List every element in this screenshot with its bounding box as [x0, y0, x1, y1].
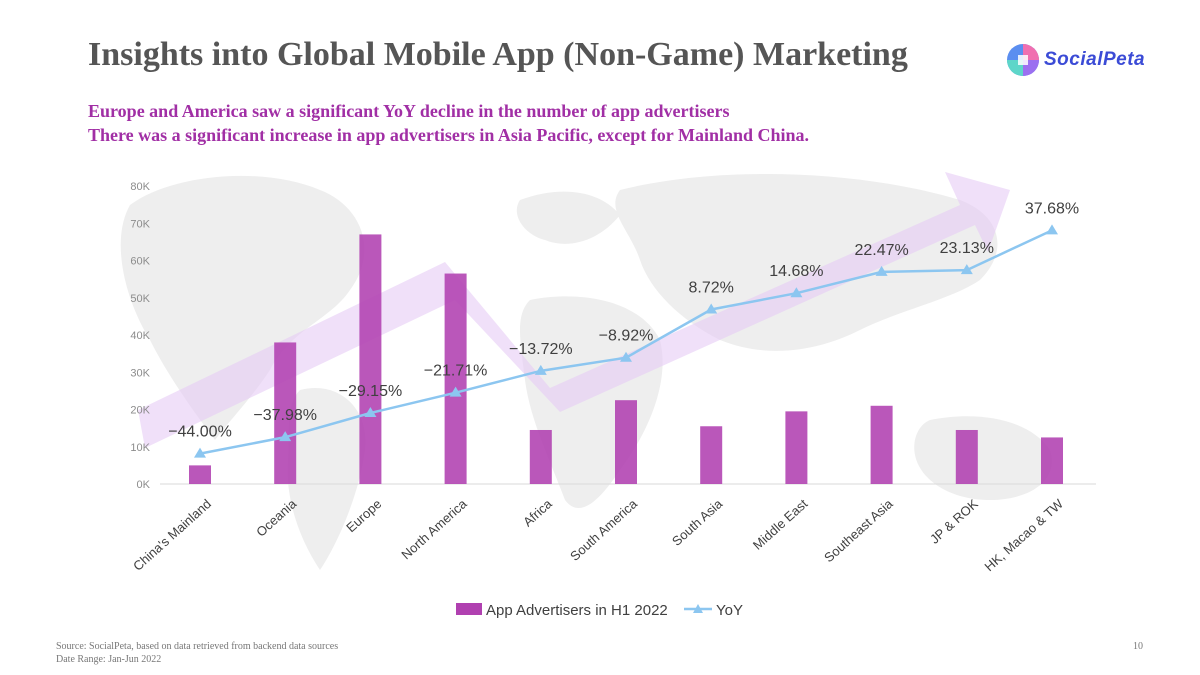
- x-tick-label: North America: [398, 496, 470, 563]
- y-tick-label: 30K: [130, 367, 150, 379]
- legend-bar-swatch: [456, 603, 482, 615]
- page-number: 10: [1133, 641, 1143, 652]
- legend-triangle-icon: [693, 604, 703, 613]
- bar: [700, 426, 723, 484]
- yoy-point: [620, 351, 632, 362]
- x-tick-label: Africa: [520, 496, 555, 530]
- yoy-point: [1046, 224, 1058, 235]
- source-note: Source: SocialPeta, based on data retrie…: [56, 641, 339, 652]
- yoy-data-label: −37.98%: [253, 407, 317, 424]
- yoy-point: [279, 431, 292, 442]
- yoy-point: [960, 264, 973, 275]
- y-tick-label: 0K: [137, 479, 151, 491]
- socialpeta-logo: SocialPeta: [1006, 42, 1145, 78]
- yoy-data-label: 14.68%: [769, 263, 823, 280]
- x-tick-label: South Asia: [669, 496, 726, 549]
- y-tick-label: 60K: [130, 256, 150, 268]
- logo-text: SocialPeta: [1044, 49, 1146, 70]
- yoy-point: [364, 407, 377, 418]
- x-tick-label: JP & ROK: [927, 496, 981, 547]
- legend: App Advertisers in H1 2022 YoY: [456, 602, 743, 619]
- yoy-data-label: −44.00%: [168, 424, 232, 441]
- bar: [359, 234, 382, 484]
- bar: [1041, 437, 1063, 484]
- bar: [529, 429, 552, 484]
- yoy-data-label: −8.92%: [599, 328, 654, 345]
- yoy-point: [705, 303, 718, 314]
- yoy-line: −44.00% −37.98% −29.15% −21.71% −13.72% −8.92…: [168, 200, 1079, 458]
- y-tick-label: 10K: [130, 442, 150, 454]
- yoy-point: [194, 447, 206, 458]
- bar: [955, 429, 978, 484]
- bar: [189, 465, 211, 484]
- x-tick-label: Middle East: [750, 496, 811, 553]
- bars: [189, 234, 1063, 484]
- x-tick-label: China's Mainland: [130, 496, 214, 574]
- yoy-data-label: −13.72%: [509, 341, 573, 358]
- x-tick-label: Oceania: [253, 496, 300, 540]
- subtitle-line-2: There was a significant increase in app …: [88, 125, 809, 145]
- yoy-point: [875, 265, 888, 276]
- y-tick-label: 20K: [130, 405, 150, 417]
- x-tick-label: Southeast Asia: [821, 496, 896, 566]
- legend-bar-label: App Advertisers in H1 2022: [486, 602, 668, 619]
- yoy-data-label: 23.13%: [940, 240, 994, 257]
- yoy-data-label: −21.71%: [424, 363, 488, 380]
- y-tick-label: 50K: [130, 293, 150, 305]
- yoy-point: [790, 287, 803, 298]
- x-tick-label: HK, Macao & TW: [982, 496, 1067, 575]
- yoy-point: [449, 386, 462, 397]
- bar: [870, 405, 893, 484]
- socialpeta-logo-icon: [1007, 44, 1039, 76]
- yoy-point: [534, 364, 547, 375]
- y-axis: 0K 10K 20K 30K 40K 50K 60K 70K 80K: [130, 181, 150, 491]
- bar: [444, 273, 467, 484]
- y-tick-label: 80K: [130, 181, 150, 193]
- bar: [615, 400, 637, 484]
- x-axis-labels: China's Mainland Oceania Europe North Ameri…: [130, 496, 1066, 575]
- yoy-data-label: −29.15%: [339, 383, 403, 400]
- legend-line-label: YoY: [716, 602, 743, 619]
- trend-arrow-decoration: [138, 172, 1010, 448]
- slide-title: Insights into Global Mobile App (Non-Gam…: [88, 36, 908, 73]
- bar: [274, 342, 297, 484]
- date-range-note: Date Range: Jan-Jun 2022: [56, 654, 162, 665]
- yoy-data-label: 8.72%: [689, 279, 734, 296]
- bar: [785, 411, 808, 484]
- y-tick-label: 70K: [130, 218, 150, 230]
- subtitle-line-1: Europe and America saw a significant YoY…: [88, 101, 730, 121]
- y-tick-label: 40K: [130, 330, 150, 342]
- yoy-data-label: 22.47%: [854, 242, 908, 259]
- yoy-data-label: 37.68%: [1025, 200, 1079, 217]
